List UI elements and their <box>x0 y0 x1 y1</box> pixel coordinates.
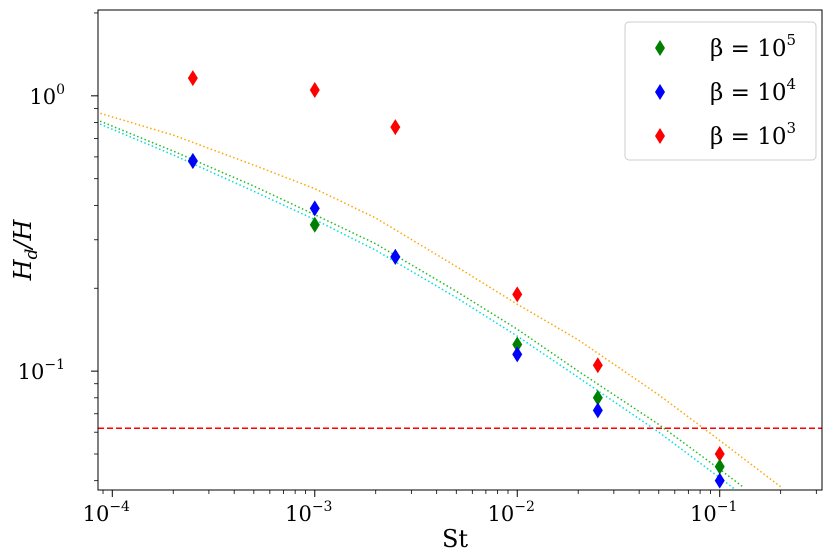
data-point-0-5 <box>714 458 725 475</box>
data-point-0-4 <box>592 389 603 406</box>
legend-label-0: β = 105 <box>710 31 796 62</box>
legend: β = 105 β = 104 β = 103 <box>624 21 817 161</box>
data-point-1-1 <box>309 200 320 217</box>
data-point-2-2 <box>390 119 401 136</box>
y-axis-label: Hd/H <box>9 219 42 282</box>
data-point-2-3 <box>512 286 523 303</box>
data-point-2-0 <box>187 70 198 87</box>
data-point-1-5 <box>714 472 725 489</box>
legend-marker-1 <box>655 84 665 100</box>
legend-marker-2 <box>655 128 665 144</box>
x-axis-label: St <box>442 525 468 553</box>
data-point-2-4 <box>592 357 603 374</box>
y-tick-label-0: 100 <box>29 82 65 109</box>
axis-ticks: 10−4 10−3 10−2 10−1 100 10−1 <box>18 12 817 526</box>
data-point-1-2 <box>390 248 401 265</box>
x-tick-label-0: 10−4 <box>83 499 130 526</box>
fit-green-line <box>98 119 744 488</box>
fit-curves <box>98 111 782 490</box>
data-point-2-5 <box>714 445 725 462</box>
x-tick-label-3: 10−1 <box>690 499 737 526</box>
legend-box <box>624 21 817 161</box>
legend-label-1: β = 104 <box>710 75 796 106</box>
legend-label-2: β = 103 <box>710 119 796 150</box>
data-point-1-4 <box>592 402 603 419</box>
x-tick-label-1: 10−3 <box>285 499 332 526</box>
data-point-1-3 <box>512 346 523 363</box>
fit-cyan-line <box>98 122 737 490</box>
x-tick-label-2: 10−2 <box>488 499 535 526</box>
data-point-0-3 <box>512 336 523 353</box>
legend-marker-0 <box>655 40 665 56</box>
data-point-0-1 <box>309 216 320 233</box>
data-markers <box>187 70 725 489</box>
plot-frame <box>97 9 823 491</box>
y-tick-label-1: 10−1 <box>18 357 65 384</box>
fit-orange-line <box>98 111 782 488</box>
data-point-1-0 <box>187 152 198 169</box>
data-point-2-1 <box>309 81 320 98</box>
